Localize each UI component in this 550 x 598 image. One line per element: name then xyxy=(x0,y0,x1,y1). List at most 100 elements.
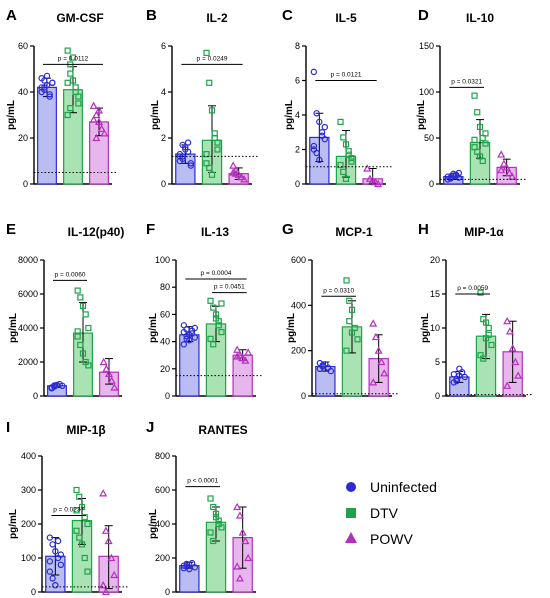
data-point-powv xyxy=(94,117,104,126)
data-point-dtv xyxy=(69,54,77,61)
data-point-dtv xyxy=(79,350,87,357)
data-point-powv xyxy=(101,587,110,596)
y-axis-label: pg/mL xyxy=(420,313,431,343)
data-point-dtv xyxy=(348,329,356,336)
data-point-dtv xyxy=(67,104,74,112)
data-point-powv xyxy=(503,316,512,325)
p-value-label: p = 0.0321 xyxy=(451,78,482,85)
y-tick-label: 15 xyxy=(430,289,440,299)
data-point-powv xyxy=(365,174,374,182)
data-point-dtv xyxy=(476,123,484,131)
data-point-dtv xyxy=(215,520,222,528)
data-point-dtv xyxy=(340,168,347,176)
data-point-uninfected xyxy=(46,558,54,565)
panel-g: G MCP-1 pg/mL 0 200 400 600 p = 0.0310 xyxy=(282,221,398,401)
y-tick-label: 300 xyxy=(21,485,36,495)
data-point-dtv xyxy=(212,514,220,521)
data-point-dtv xyxy=(210,341,217,348)
panel-letter: D xyxy=(418,7,429,24)
data-point-dtv xyxy=(64,79,71,86)
panel-letter: J xyxy=(146,419,154,436)
panel-e: E IL-12(p40) pg/mL 0 2000 4000 6000 8000 p = 0.0… xyxy=(6,221,124,401)
data-point-uninfected xyxy=(51,382,58,389)
data-point-powv xyxy=(235,511,244,519)
data-point-dtv xyxy=(75,93,82,100)
y-tick-label: 50 xyxy=(424,133,434,143)
data-point-powv xyxy=(89,101,98,109)
data-point-powv xyxy=(233,352,242,360)
p-value-label: p = 0.0004 xyxy=(201,270,232,277)
data-point-uninfected xyxy=(184,139,192,146)
legend-item-powv: POWV xyxy=(345,531,413,547)
data-point-dtv xyxy=(471,136,478,143)
data-point-dtv xyxy=(206,79,213,86)
data-point-powv xyxy=(363,164,372,172)
legend-item-uninfected: Uninfected xyxy=(346,479,437,495)
data-point-powv xyxy=(503,381,512,389)
data-point-dtv xyxy=(77,294,84,301)
data-point-powv xyxy=(368,176,377,184)
data-point-dtv xyxy=(212,510,220,517)
data-point-powv xyxy=(101,526,110,534)
data-point-powv xyxy=(104,536,113,545)
data-point-dtv xyxy=(81,554,88,562)
data-point-powv xyxy=(110,383,119,391)
data-point-uninfected xyxy=(54,537,62,545)
data-point-dtv xyxy=(67,70,74,77)
data-point-dtv xyxy=(78,503,86,511)
data-point-powv xyxy=(380,369,389,377)
data-point-powv xyxy=(110,570,119,579)
data-point-powv xyxy=(229,161,238,169)
y-tick-label: 60 xyxy=(18,41,28,51)
data-point-powv xyxy=(505,327,514,335)
y-tick-label: 60 xyxy=(160,309,170,319)
data-point-uninfected xyxy=(43,72,51,80)
data-point-dtv xyxy=(345,151,352,158)
data-point-dtv xyxy=(78,541,86,548)
data-point-dtv xyxy=(485,324,492,332)
data-point-uninfected xyxy=(180,341,188,348)
data-point-uninfected xyxy=(176,153,184,160)
data-point-uninfected xyxy=(187,160,195,167)
panel-h: H MIP-1α pg/mL 0 5 10 15 20 p = 0.0059 xyxy=(418,221,532,401)
y-tick-label: 150 xyxy=(419,41,434,51)
data-point-powv xyxy=(99,357,108,366)
data-point-dtv xyxy=(73,486,80,494)
legend-circle-icon xyxy=(346,482,356,492)
y-tick-label: 400 xyxy=(21,451,36,461)
data-point-dtv xyxy=(348,306,356,313)
data-point-dtv xyxy=(208,171,216,178)
data-point-uninfected xyxy=(41,86,48,93)
data-point-powv xyxy=(514,371,523,379)
y-axis-label: pg/mL xyxy=(148,313,159,343)
data-point-uninfected xyxy=(59,382,66,389)
data-point-uninfected xyxy=(52,582,59,589)
data-point-powv xyxy=(244,348,253,356)
panel-title: IL-10 xyxy=(466,11,494,25)
data-point-dtv xyxy=(343,347,350,354)
y-tick-label: 0 xyxy=(165,391,170,401)
data-point-dtv xyxy=(474,109,481,116)
data-point-dtv xyxy=(340,134,347,141)
y-axis-label: pg/mL xyxy=(150,100,161,130)
y-axis-label: pg/mL xyxy=(148,509,159,539)
p-value-label: p = 0.0249 xyxy=(197,55,228,62)
data-point-uninfected xyxy=(318,129,326,136)
data-point-uninfected xyxy=(191,564,199,571)
data-point-uninfected xyxy=(46,93,53,100)
data-point-powv xyxy=(241,356,250,364)
y-tick-label: 200 xyxy=(291,346,306,356)
bar-uninfected xyxy=(37,86,57,185)
legend-label-powv: POWV xyxy=(370,531,413,547)
panel-title: MIP-1β xyxy=(66,423,105,437)
data-point-powv xyxy=(94,106,104,114)
data-point-uninfected xyxy=(316,118,323,126)
panel-letter: A xyxy=(6,7,17,24)
data-point-powv xyxy=(244,553,253,562)
data-point-uninfected xyxy=(57,561,65,569)
data-point-uninfected xyxy=(52,548,59,555)
data-point-uninfected xyxy=(318,132,326,139)
data-point-uninfected xyxy=(319,363,326,370)
panel-b: B IL-2 pg/mL 0 2 4 6 p = 0.0249 xyxy=(146,7,258,189)
